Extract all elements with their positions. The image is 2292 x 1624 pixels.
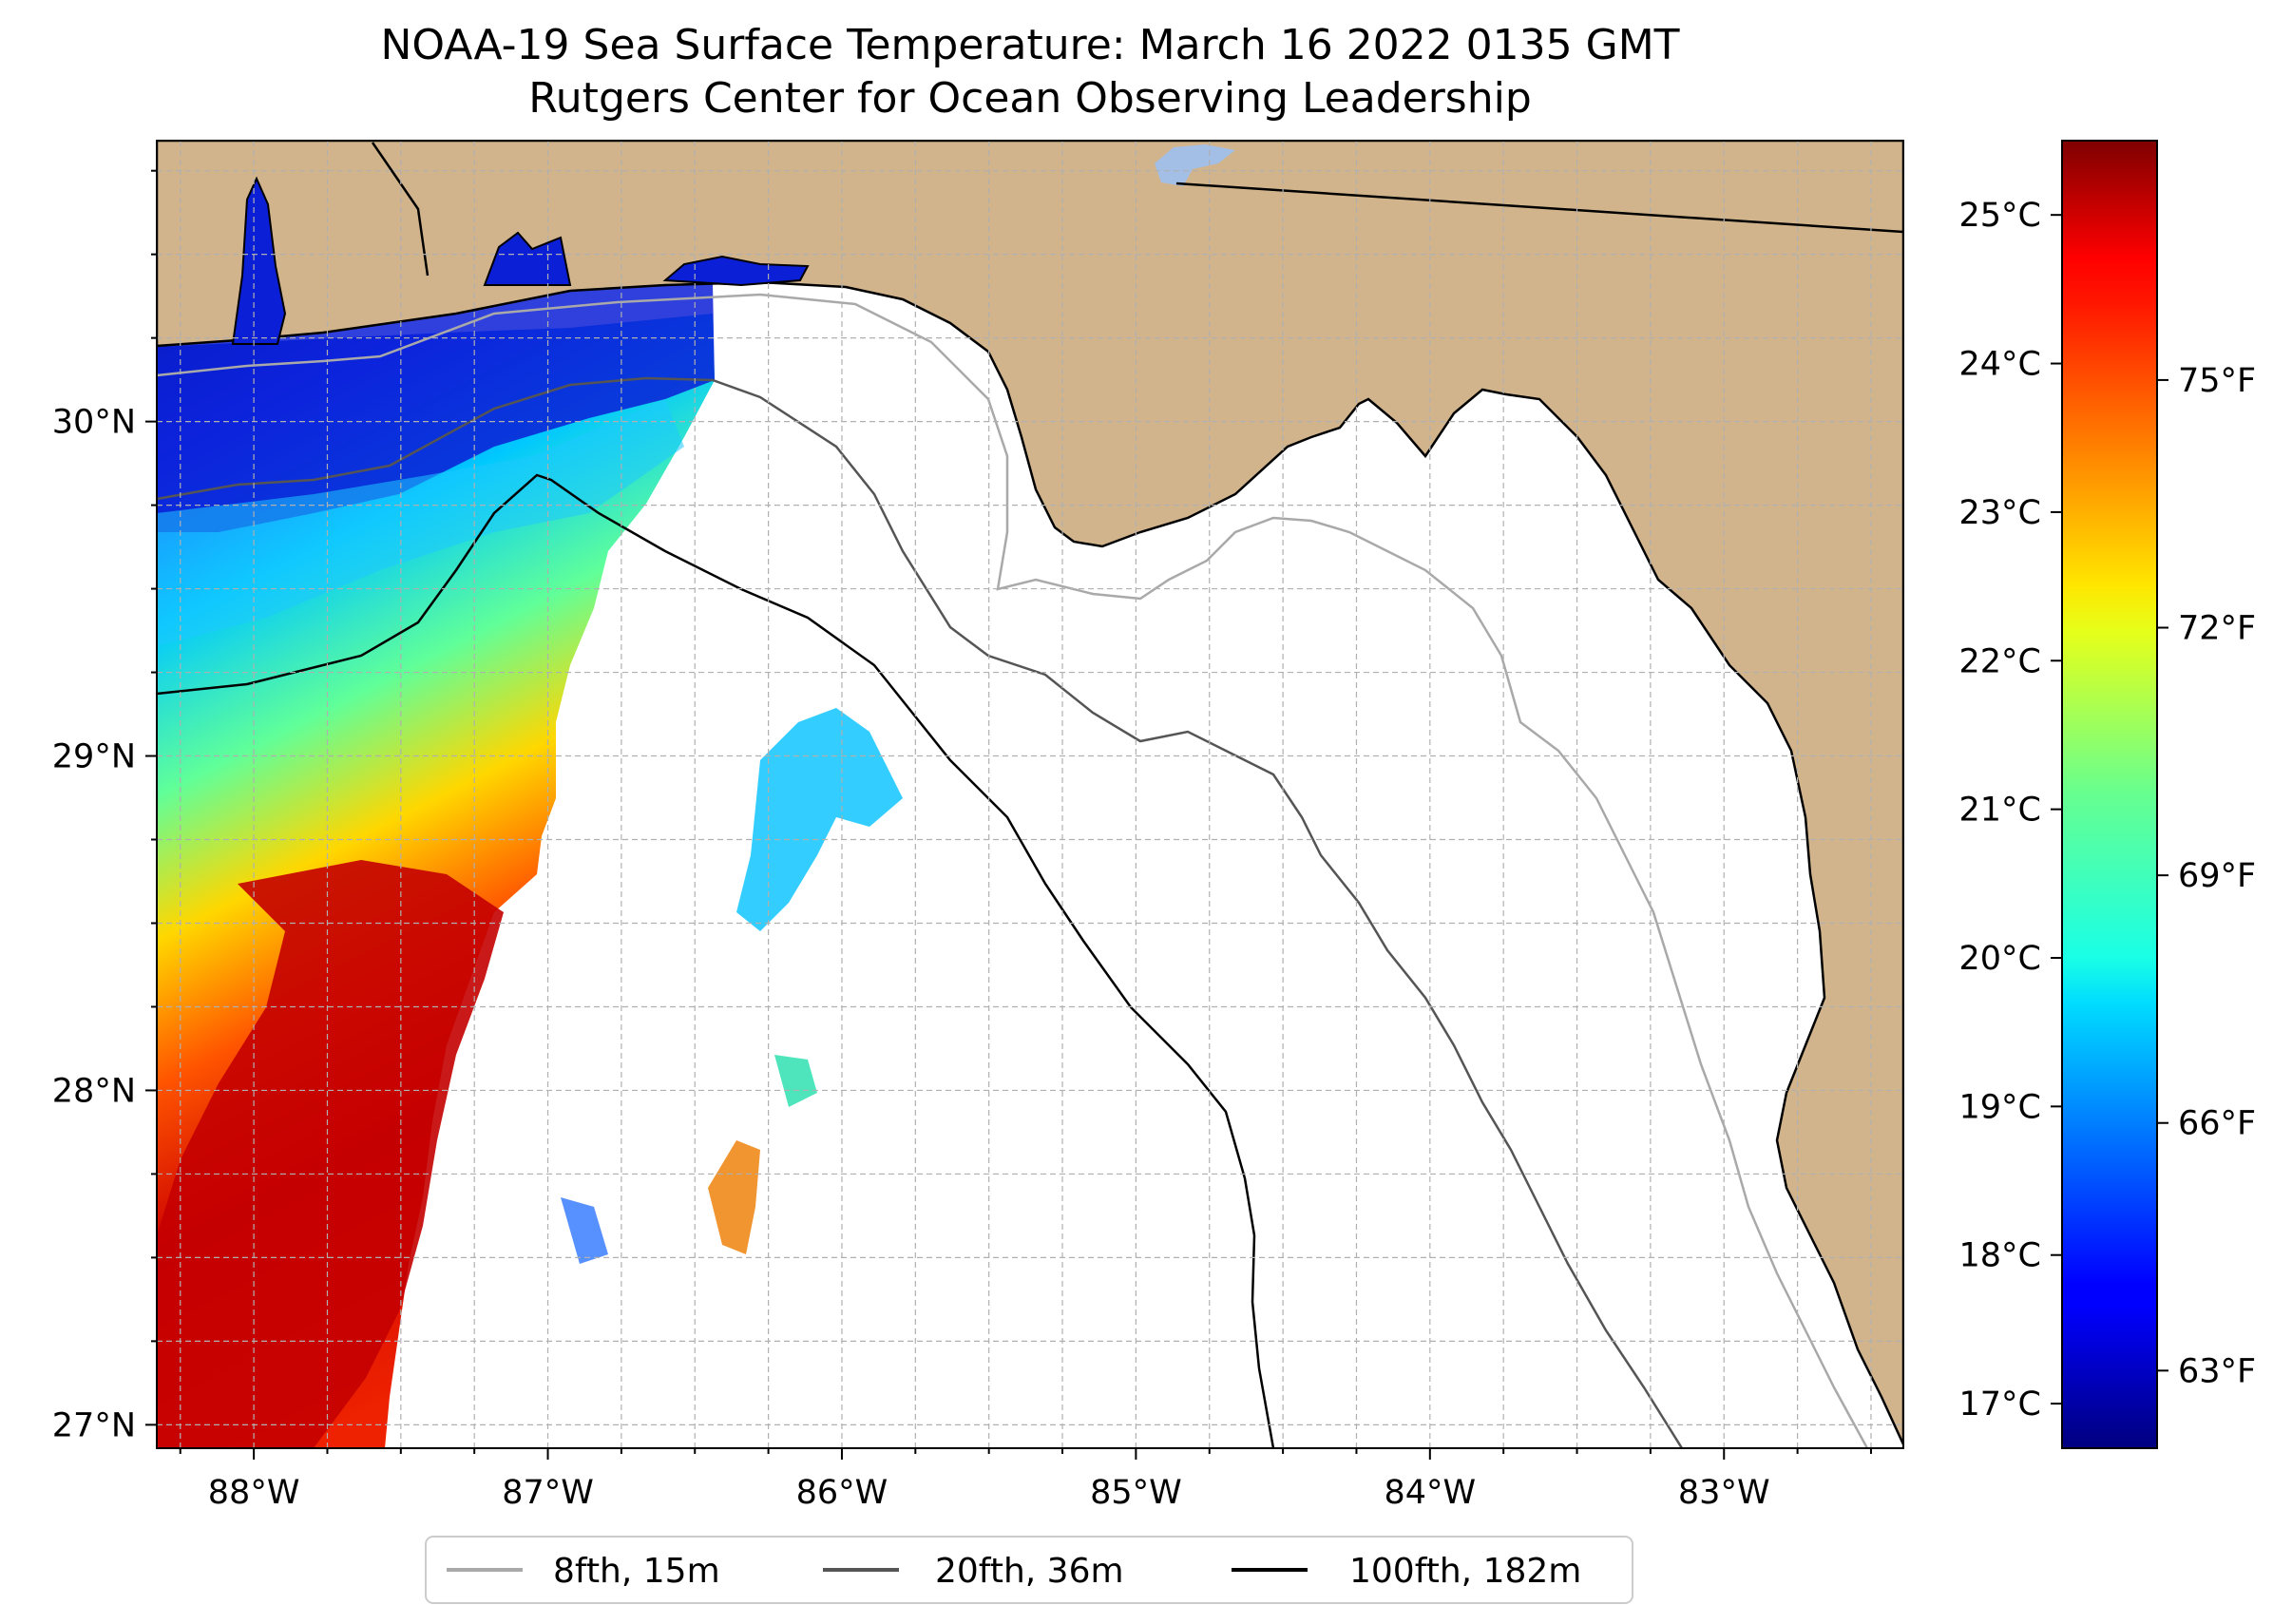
fahrenheit-tick-label: 63°F xyxy=(2178,1352,2256,1390)
celsius-tick-label: 18°C xyxy=(1959,1237,2041,1275)
colorbar-gradient xyxy=(2061,140,2158,1449)
state-border-line-al xyxy=(371,142,430,277)
sst-cold-coastal-band xyxy=(157,283,715,532)
state-border-line xyxy=(1175,182,1903,234)
celsius-tick-label: 25°C xyxy=(1959,197,2041,235)
sst-cool-band xyxy=(157,399,684,646)
map-panel xyxy=(157,141,1903,1448)
lat-tick-label: 27°N xyxy=(52,1406,136,1444)
celsius-tick-label: 20°C xyxy=(1959,940,2041,978)
contour-100fth xyxy=(157,473,1275,1448)
legend-label-20fth: 20fth, 36m xyxy=(935,1552,1124,1591)
celsius-tick-label: 21°C xyxy=(1959,792,2041,830)
choctawhatchee-bay-water xyxy=(662,255,810,287)
colorbar-ticks: 17°C 18°C 19°C 20°C 21°C 22°C 23°C 24°C 25°C 63°F… xyxy=(1959,197,2257,1423)
sst-patch-small-1 xyxy=(561,1197,608,1264)
fahrenheit-tick-label: 66°F xyxy=(2178,1105,2256,1143)
lon-tick-label: 83°W xyxy=(1678,1474,1770,1512)
lat-tick-label: 30°N xyxy=(52,404,136,442)
sst-patch-central xyxy=(736,708,903,931)
fahrenheit-tick-label: 72°F xyxy=(2178,610,2256,648)
land-north-coast xyxy=(157,141,1903,1445)
lat-tick-label: 29°N xyxy=(52,738,136,776)
lon-tick-label: 85°W xyxy=(1090,1474,1182,1512)
celsius-tick-label: 19°C xyxy=(1959,1088,2041,1126)
legend-label-8fth: 8fth, 15m xyxy=(553,1552,720,1591)
celsius-tick-label: 22°C xyxy=(1959,642,2041,680)
celsius-tick-label: 23°C xyxy=(1959,494,2041,532)
celsius-tick-label: 24°C xyxy=(1959,346,2041,384)
lon-tick-label: 84°W xyxy=(1384,1474,1476,1512)
contour-20fth xyxy=(157,376,1684,1448)
colorbar: 17°C 18°C 19°C 20°C 21°C 22°C 23°C 24°C 25°C 63°F… xyxy=(1959,140,2257,1449)
contour-8fth xyxy=(157,293,1869,1448)
legend-label-100fth: 100fth, 182m xyxy=(1349,1552,1581,1591)
lon-tick-label: 88°W xyxy=(208,1474,300,1512)
contour-legend: 8fth, 15m 20fth, 36m 100fth, 182m xyxy=(425,1536,1633,1604)
chart-title-line-1: NOAA-19 Sea Surface Temperature: March 1… xyxy=(380,21,1680,69)
lake-seminole xyxy=(1155,144,1235,186)
sst-patch-south xyxy=(708,1140,760,1254)
grid-lines xyxy=(157,141,1903,1448)
lon-tick-label: 86°W xyxy=(796,1474,888,1512)
mobile-bay-water xyxy=(231,176,287,345)
lon-tick-label: 87°W xyxy=(502,1474,594,1512)
pensacola-bay-water xyxy=(483,231,572,286)
fahrenheit-tick-label: 75°F xyxy=(2178,362,2256,400)
celsius-tick-label: 17°C xyxy=(1959,1385,2041,1423)
chart-title-line-2: Rutgers Center for Ocean Observing Leade… xyxy=(528,74,1532,123)
legend-box xyxy=(425,1536,1633,1604)
sst-patch-small-2 xyxy=(774,1055,817,1107)
map-frame xyxy=(156,140,1904,1449)
fahrenheit-tick-label: 69°F xyxy=(2178,857,2256,895)
map-axes: 88°W 87°W 86°W 85°W 84°W 83°W 27°N 28°N 29°N 30°N xyxy=(52,169,1872,1512)
lat-tick-label: 28°N xyxy=(52,1072,136,1110)
